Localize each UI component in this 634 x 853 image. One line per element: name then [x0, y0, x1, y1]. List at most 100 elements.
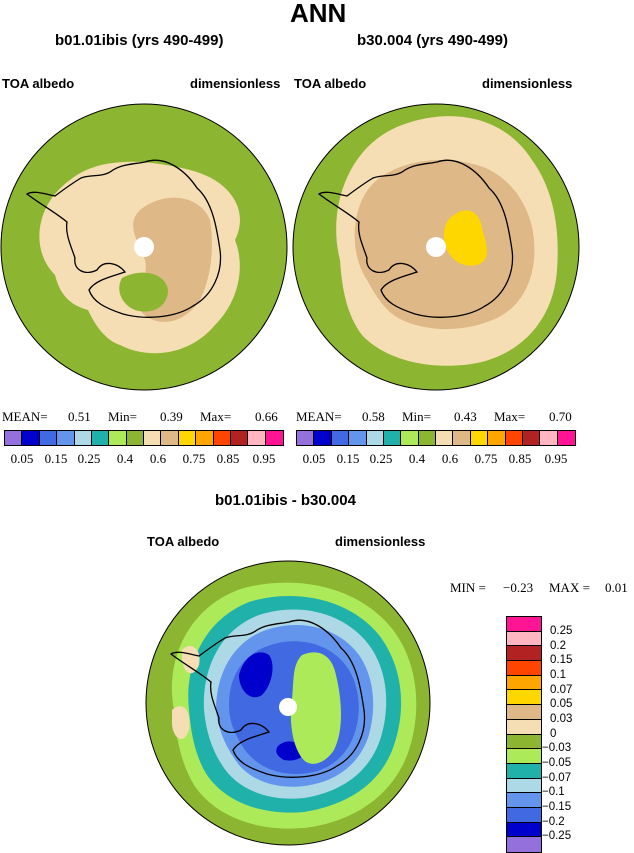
panel2-colorbar-tick: 0.75: [474, 451, 498, 466]
pole-marker: [279, 698, 297, 716]
panel3-colorbar-label: 0.1: [550, 669, 566, 681]
panel3-max-value: 0.01: [605, 580, 628, 595]
panel2-colorbar-tick: 0.25: [369, 451, 393, 466]
panel2-colorbar-swatch: [297, 431, 315, 445]
panel1-colorbar-swatch: [196, 431, 214, 445]
panel3-units-label: dimensionless: [335, 534, 426, 549]
panel3-colorbar-swatch: [507, 631, 541, 647]
panel3-colorbar-swatch: [507, 675, 541, 691]
panel3-colorbar-label: −0.07: [542, 772, 572, 784]
panel3-variable-label: TOA albedo: [147, 534, 220, 549]
panel2-colorbar-tick: 0.4: [408, 451, 426, 466]
panel2-colorbar-swatch: [401, 431, 419, 445]
panel1-max-value: 0.66: [255, 409, 278, 424]
main-title: ANN: [290, 0, 347, 28]
panel1-min-value: 0.39: [160, 409, 183, 424]
panel3-polar-map: [145, 560, 431, 846]
panel1-colorbar-swatch: [22, 431, 40, 445]
panel2-colorbar: [296, 430, 576, 446]
panel2-colorbar-tick: 0.85: [508, 451, 532, 466]
panel2-mean-value: 0.58: [362, 409, 385, 424]
panel1-colorbar-swatch: [161, 431, 179, 445]
panel3-colorbar-label: −0.05: [542, 757, 572, 769]
panel2-colorbar-swatch: [436, 431, 454, 445]
panel2-variable-label: TOA albedo: [294, 76, 367, 91]
panel2-colorbar-swatch: [314, 431, 332, 445]
panel3-colorbar-label: 0.05: [550, 698, 573, 710]
panel3-colorbar: [506, 616, 542, 853]
panel3-colorbar-swatch: [507, 719, 541, 735]
panel3-colorbar-swatch: [507, 793, 541, 808]
panel3-min-label: MIN =: [450, 580, 486, 595]
panel3-colorbar-label: −0.2: [542, 816, 565, 828]
panel3-colorbar-label: −0.15: [542, 801, 572, 813]
panel1-colorbar-tick: 0.95: [252, 451, 276, 466]
panel2-colorbar-tick: 0.95: [544, 451, 568, 466]
pole-marker: [426, 237, 446, 257]
panel1-variable-label: TOA albedo: [2, 76, 75, 91]
panel3-colorbar-label: 0.15: [550, 654, 573, 666]
panel3-colorbar-swatch: [507, 837, 541, 852]
panel3-colorbar-swatch: [507, 807, 541, 823]
panel1-colorbar-swatch: [213, 431, 231, 445]
panel1-colorbar-swatch: [5, 431, 23, 445]
panel1-mean-value: 0.51: [68, 409, 91, 424]
panel3-colorbar-swatch: [507, 749, 541, 764]
panel3-colorbar-swatch: [507, 661, 541, 676]
panel2-colorbar-swatch: [383, 431, 402, 445]
panel1-colorbar-tick: 0.4: [116, 451, 134, 466]
panel3-colorbar-label: −0.25: [542, 830, 572, 842]
panel2-max-value: 0.70: [549, 409, 572, 424]
panel2-colorbar-swatch: [331, 431, 350, 445]
panel1-colorbar-swatch: [230, 431, 249, 445]
panel1-colorbar: [4, 430, 284, 446]
panel3-colorbar-label: 0.2: [550, 640, 566, 652]
panel3-colorbar-swatch: [507, 690, 541, 706]
panel2-max-label: Max=: [494, 409, 526, 424]
panel3-colorbar-label: −0.03: [542, 742, 572, 754]
panel1-colorbar-tick: 0.05: [10, 451, 34, 466]
panel2-min-label: Min=: [402, 409, 432, 424]
panel3-colorbar-swatch: [507, 778, 541, 794]
panel1-colorbar-tick: 0.15: [44, 451, 68, 466]
panel1-colorbar-swatch: [39, 431, 58, 445]
panel3-colorbar-swatch: [507, 763, 541, 779]
panel2-min-value: 0.43: [454, 409, 477, 424]
panel2-title: b30.004 (yrs 490-499): [357, 32, 508, 49]
panel2-colorbar-swatch: [349, 431, 367, 445]
panel3-colorbar-swatch: [507, 734, 541, 750]
panel1-colorbar-swatch: [178, 431, 197, 445]
panel3-colorbar-swatch: [507, 705, 541, 720]
panel1-colorbar-tick: 0.25: [77, 451, 101, 466]
panel3-colorbar-label: 0.03: [550, 713, 573, 725]
panel2-colorbar-swatch: [488, 431, 506, 445]
panel3-min-value: −0.23: [503, 580, 534, 595]
pole-marker: [134, 237, 154, 257]
panel1-polar-map: [0, 103, 288, 391]
panel3-colorbar-label: 0.25: [550, 625, 573, 637]
panel3-colorbar-swatch: [507, 646, 541, 662]
panel3-title: b01.01ibis - b30.004: [215, 492, 356, 509]
panel2-colorbar-swatch: [453, 431, 471, 445]
panel1-colorbar-tick: 0.85: [216, 451, 240, 466]
panel3-colorbar-label: 0: [550, 728, 557, 740]
panel2-colorbar-swatch: [366, 431, 384, 445]
panel1-colorbar-swatch: [144, 431, 162, 445]
panel1-mean-label: MEAN=: [2, 409, 48, 424]
panel3-colorbar-swatch: [507, 617, 541, 632]
panel1-colorbar-swatch: [109, 431, 127, 445]
panel1-colorbar-tick: 0.75: [182, 451, 206, 466]
panel1-units-label: dimensionless: [190, 76, 281, 91]
panel1-max-label: Max=: [200, 409, 232, 424]
panel2-colorbar-swatch: [557, 431, 575, 445]
panel3-colorbar-swatch: [507, 822, 541, 838]
panel3-colorbar-label: −0.1: [542, 786, 565, 798]
panel1-colorbar-swatch: [248, 431, 266, 445]
panel2-polar-map: [292, 103, 580, 391]
panel2-colorbar-tick: 0.6: [441, 451, 459, 466]
panel3-max-label: MAX =: [549, 580, 590, 595]
panel2-colorbar-tick: 0.15: [336, 451, 360, 466]
panel1-colorbar-swatch: [265, 431, 283, 445]
panel1-min-label: Min=: [108, 409, 138, 424]
panel2-colorbar-tick: 0.05: [302, 451, 326, 466]
